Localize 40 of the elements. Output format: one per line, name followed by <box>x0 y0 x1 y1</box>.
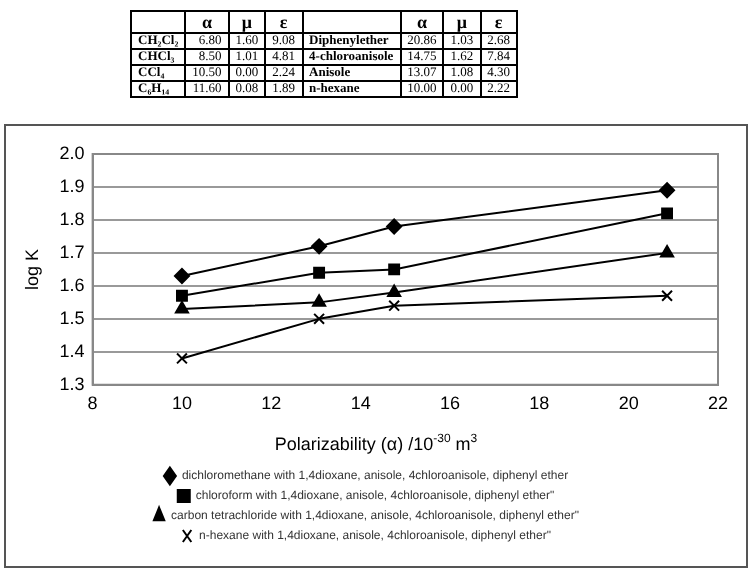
point <box>386 218 403 235</box>
point <box>387 284 402 297</box>
text: ε <box>265 11 303 33</box>
point <box>311 238 328 255</box>
point <box>313 312 326 325</box>
y-tick-label: 1.8 <box>59 208 85 229</box>
point <box>659 182 676 199</box>
x-tick-label: 16 <box>439 392 460 413</box>
point <box>313 266 326 279</box>
point <box>174 300 190 314</box>
x-tick-label: 10 <box>171 392 192 413</box>
point <box>312 294 327 307</box>
x-tick-label: 22 <box>707 392 729 413</box>
y-tick-label: 2.0 <box>59 142 85 163</box>
point <box>176 289 188 302</box>
text: ε <box>480 11 518 33</box>
text: α <box>185 11 229 33</box>
x-tick-label: 8 <box>87 392 98 413</box>
y-tick-label: 1.5 <box>59 307 85 328</box>
point <box>176 352 188 365</box>
text: μ <box>443 11 481 33</box>
point <box>660 244 675 258</box>
text: μ <box>228 11 266 33</box>
y-tick-label: 1.6 <box>59 274 85 295</box>
y-axis-title: log K <box>21 248 42 290</box>
x-tick-label: 14 <box>350 392 371 413</box>
x-tick-label: 20 <box>618 392 639 413</box>
x-tick-label: 12 <box>261 392 282 413</box>
x-tick-label: 18 <box>529 392 550 413</box>
point <box>388 299 401 312</box>
y-tick-label: 1.9 <box>59 175 85 196</box>
point <box>388 263 401 276</box>
point <box>661 207 674 220</box>
text: α <box>400 11 444 33</box>
point <box>661 289 674 302</box>
y-tick-label: 1.4 <box>59 340 85 361</box>
x-axis-title: Polarizability (α) /10$^{-30}$ m$^{3}$ <box>272 434 480 454</box>
point <box>173 267 190 284</box>
y-tick-label: 1.3 <box>59 373 85 394</box>
y-tick-label: 1.7 <box>59 241 85 262</box>
